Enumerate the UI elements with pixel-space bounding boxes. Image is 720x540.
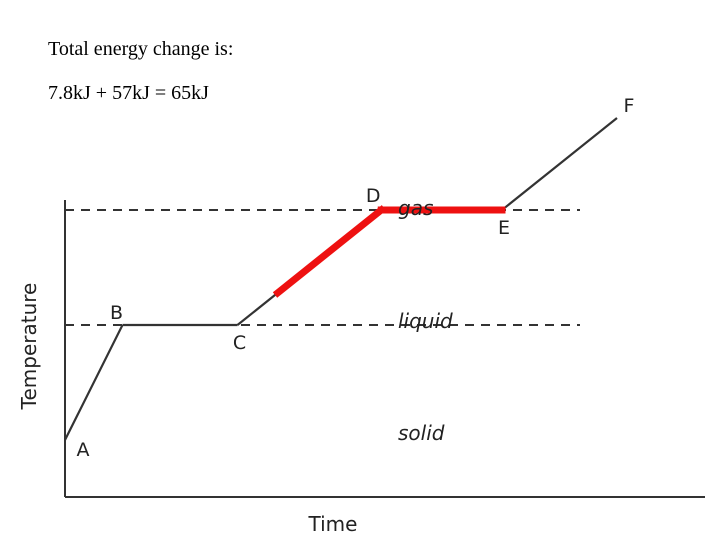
energy-heading: Total energy change is: (48, 38, 234, 60)
curve-segment-AB (64, 324, 124, 441)
region-label-solid: solid (398, 421, 445, 445)
region-label-liquid: liquid (398, 309, 453, 333)
x-axis-title: Time (308, 512, 358, 536)
point-label-c: C (233, 332, 246, 354)
point-label-b: B (110, 302, 123, 324)
point-label-e: E (498, 217, 510, 239)
curve-segment-EF (501, 117, 618, 211)
y-axis-title: Temperature (17, 283, 41, 411)
highlight-segment-1 (272, 205, 387, 298)
point-label-a: A (77, 439, 90, 461)
region-label-gas: gas (398, 196, 433, 220)
point-label-f: F (624, 95, 635, 117)
point-label-d: D (366, 185, 381, 207)
energy-equation: 7.8kJ + 57kJ = 65kJ (48, 82, 209, 104)
